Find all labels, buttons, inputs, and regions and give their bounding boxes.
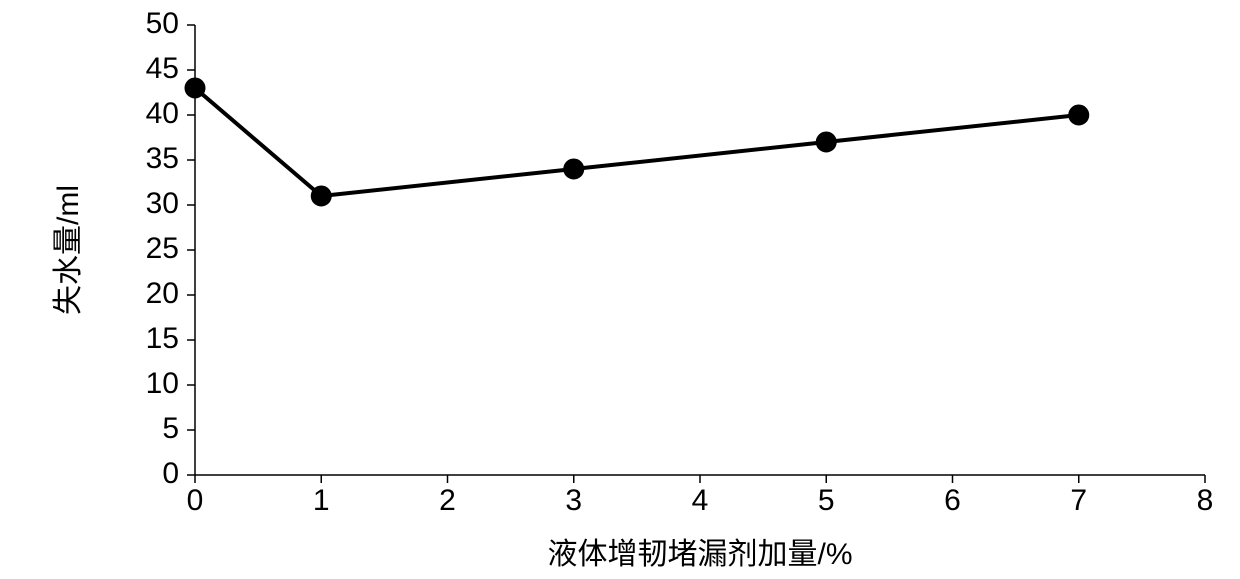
x-tick-label: 6 [944, 484, 961, 517]
chart-container: 05101520253035404550012345678失水量/ml液体增韧堵… [0, 0, 1240, 579]
y-tick-label: 35 [146, 142, 179, 175]
y-tick-label: 15 [146, 322, 179, 355]
y-tick-label: 30 [146, 187, 179, 220]
x-tick-label: 8 [1197, 484, 1214, 517]
y-tick-label: 0 [162, 457, 179, 490]
y-tick-label: 25 [146, 232, 179, 265]
x-tick-label: 5 [818, 484, 835, 517]
series-marker [816, 132, 836, 152]
series-marker [185, 78, 205, 98]
y-tick-label: 10 [146, 367, 179, 400]
x-tick-label: 1 [313, 484, 330, 517]
y-tick-label: 40 [146, 97, 179, 130]
x-tick-label: 0 [187, 484, 204, 517]
y-tick-label: 20 [146, 277, 179, 310]
x-axis-label: 液体增韧堵漏剂加量/% [547, 538, 852, 571]
x-tick-label: 3 [565, 484, 582, 517]
y-tick-label: 50 [146, 7, 179, 40]
series-marker [1069, 105, 1089, 125]
y-axis-label: 失水量/ml [52, 185, 85, 315]
y-tick-label: 5 [162, 412, 179, 445]
x-tick-label: 7 [1070, 484, 1087, 517]
y-tick-label: 45 [146, 52, 179, 85]
series-marker [311, 186, 331, 206]
x-tick-label: 2 [439, 484, 456, 517]
line-chart: 05101520253035404550012345678失水量/ml液体增韧堵… [0, 0, 1240, 579]
x-tick-label: 4 [692, 484, 709, 517]
series-marker [564, 159, 584, 179]
